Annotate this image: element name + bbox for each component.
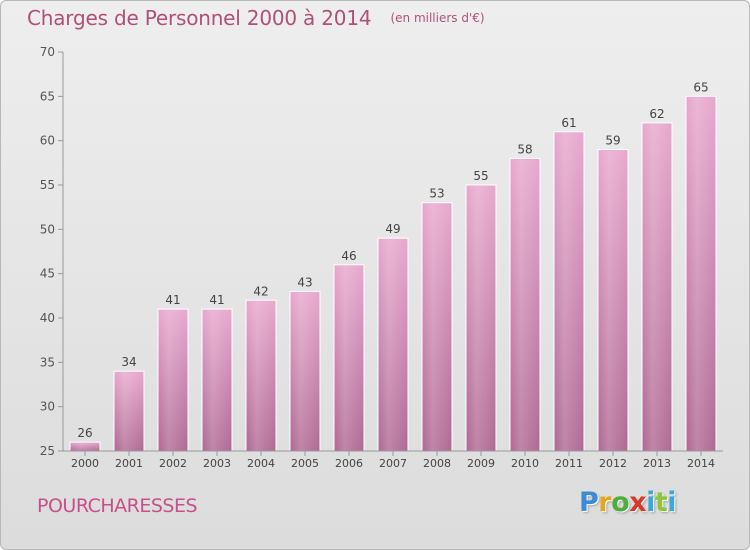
y-tick-label: 45 xyxy=(40,267,55,281)
x-tick-label: 2013 xyxy=(643,457,671,470)
y-tick-label: 40 xyxy=(40,311,55,325)
bar-value-label: 49 xyxy=(385,222,400,236)
bar-highlight xyxy=(115,372,143,451)
y-tick-label: 30 xyxy=(40,400,55,414)
bar-value-label: 53 xyxy=(429,187,444,201)
x-tick-label: 2012 xyxy=(599,457,627,470)
y-tick-label: 60 xyxy=(40,134,55,148)
bar-highlight xyxy=(247,301,275,451)
x-axis: 2000 2001 2002 2003 2004 2005 2006 2007 2008 2009… xyxy=(63,450,723,470)
bar-highlight xyxy=(71,443,99,451)
bar-highlight xyxy=(291,292,319,451)
chart-title: Charges de Personnel 2000 à 2014 xyxy=(27,6,372,30)
y-tick-label: 35 xyxy=(40,355,55,369)
bar-value-label: 43 xyxy=(297,275,312,289)
bar-highlight xyxy=(555,132,583,452)
bar-value-label: 58 xyxy=(517,142,532,156)
chart-header: Charges de Personnel 2000 à 2014 (en mil… xyxy=(27,6,485,30)
x-tick-label: 2003 xyxy=(203,457,231,470)
chart-subtitle: (en milliers d'€) xyxy=(390,11,485,25)
y-tick-label: 70 xyxy=(40,45,55,59)
logo-letter: i xyxy=(667,487,677,518)
bar-highlight xyxy=(335,265,363,451)
bar-highlight xyxy=(467,186,495,451)
x-tick-label: 2002 xyxy=(159,457,187,470)
x-tick-label: 2006 xyxy=(335,457,363,470)
bar-highlight xyxy=(423,203,451,451)
bar-highlight xyxy=(599,150,627,452)
bar-highlight xyxy=(159,310,187,451)
x-tick-label: 2001 xyxy=(115,457,143,470)
y-tick-label: 50 xyxy=(40,222,55,236)
proxiti-logo: Proxiti xyxy=(579,487,677,518)
x-tick-label: 2004 xyxy=(247,457,275,470)
bar-highlight xyxy=(643,123,671,451)
y-tick-label: 25 xyxy=(40,444,55,458)
y-tick-label: 65 xyxy=(40,89,55,103)
x-tick-label: 2009 xyxy=(467,457,495,470)
logo-letter: o xyxy=(611,487,630,518)
logo-letter: x xyxy=(629,487,647,518)
bar-value-label: 59 xyxy=(605,134,620,148)
y-axis: 25 30 35 40 45 50 55 60 65 70 xyxy=(40,45,64,458)
logo-letter: r xyxy=(598,487,612,518)
logo-letter: t xyxy=(654,487,668,518)
bar-highlight xyxy=(203,310,231,451)
bar-value-label: 46 xyxy=(341,249,356,263)
bar-value-label: 41 xyxy=(165,293,180,307)
x-tick-label: 2011 xyxy=(555,457,583,470)
x-tick-label: 2007 xyxy=(379,457,407,470)
x-tick-label: 2000 xyxy=(71,457,99,470)
logo-letter: i xyxy=(646,487,655,518)
bar-value-label: 65 xyxy=(693,80,708,94)
x-tick-label: 2008 xyxy=(423,457,451,470)
bar-value-label: 42 xyxy=(253,284,268,298)
bar-value-label: 41 xyxy=(209,293,224,307)
x-tick-label: 2005 xyxy=(291,457,319,470)
commune-name: POURCHARESSES xyxy=(37,495,198,517)
x-tick-label: 2014 xyxy=(687,457,715,470)
x-tick-label: 2010 xyxy=(511,457,539,470)
y-tick-label: 55 xyxy=(40,178,55,192)
bars: 26 34 41 41 42 43 46 49 53 55 58 61 59 62 65 xyxy=(69,80,717,452)
logo-letter: P xyxy=(579,487,599,518)
bar-value-label: 34 xyxy=(121,355,136,369)
bar-value-label: 61 xyxy=(561,116,576,130)
bar-highlight xyxy=(379,239,407,451)
bar-highlight xyxy=(511,159,539,451)
bar-value-label: 62 xyxy=(649,107,664,121)
bar-value-label: 26 xyxy=(77,426,92,440)
bar-value-label: 55 xyxy=(473,169,488,183)
bar-highlight xyxy=(687,97,715,451)
